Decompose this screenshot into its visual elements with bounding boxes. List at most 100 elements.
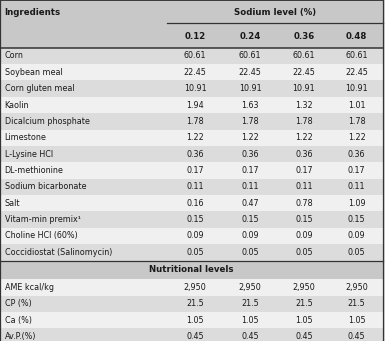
Text: 1.05: 1.05 [295, 316, 313, 325]
Bar [0, 228, 383, 244]
Text: 1.22: 1.22 [295, 133, 313, 142]
Text: 0.24: 0.24 [239, 32, 261, 41]
Text: 21.5: 21.5 [295, 299, 313, 308]
Text: 0.47: 0.47 [241, 199, 259, 208]
Text: 22.45: 22.45 [184, 68, 206, 77]
Text: 1.05: 1.05 [186, 316, 204, 325]
Text: 2,950: 2,950 [184, 283, 206, 292]
Bar [278, 26, 330, 48]
Text: Limestone: Limestone [5, 133, 47, 142]
Text: 0.36: 0.36 [293, 32, 315, 41]
Text: 0.05: 0.05 [295, 248, 313, 257]
Bar [0, 80, 383, 97]
Text: 60.61: 60.61 [239, 51, 261, 60]
Text: 10.91: 10.91 [184, 84, 206, 93]
Text: 0.45: 0.45 [295, 332, 313, 341]
Text: 1.22: 1.22 [186, 133, 204, 142]
Bar [0, 195, 383, 211]
Text: Vitam-min premix¹: Vitam-min premix¹ [5, 215, 80, 224]
Text: 0.05: 0.05 [186, 248, 204, 257]
Text: AME kcal/kg: AME kcal/kg [5, 283, 54, 292]
Text: Soybean meal: Soybean meal [5, 68, 62, 77]
Bar [0, 211, 383, 228]
Text: 0.05: 0.05 [241, 248, 259, 257]
Bar [330, 26, 383, 48]
Text: 21.5: 21.5 [241, 299, 259, 308]
Text: 1.22: 1.22 [241, 133, 259, 142]
Text: 1.78: 1.78 [348, 117, 365, 126]
Text: 60.61: 60.61 [345, 51, 368, 60]
Text: 0.11: 0.11 [241, 182, 259, 191]
Text: 0.12: 0.12 [184, 32, 206, 41]
Text: 10.91: 10.91 [293, 84, 315, 93]
Bar [0, 64, 383, 80]
Text: 2,950: 2,950 [293, 283, 315, 292]
Text: 0.15: 0.15 [295, 215, 313, 224]
Text: Salt: Salt [5, 199, 20, 208]
Text: Corn gluten meal: Corn gluten meal [5, 84, 74, 93]
Bar [0, 312, 383, 328]
Text: 60.61: 60.61 [184, 51, 206, 60]
Bar [0, 146, 383, 162]
Text: 21.5: 21.5 [186, 299, 204, 308]
Text: 0.11: 0.11 [186, 182, 204, 191]
Bar [0, 162, 383, 179]
Text: 0.15: 0.15 [186, 215, 204, 224]
Text: 0.36: 0.36 [295, 150, 313, 159]
Text: Sodium bicarbonate: Sodium bicarbonate [5, 182, 86, 191]
Bar [0, 0, 167, 26]
Text: Kaolin: Kaolin [5, 101, 29, 109]
Bar [0, 296, 383, 312]
Text: 0.16: 0.16 [186, 199, 204, 208]
Text: 0.17: 0.17 [241, 166, 259, 175]
Text: 0.36: 0.36 [348, 150, 365, 159]
Text: Ca (%): Ca (%) [5, 316, 32, 325]
Text: 10.91: 10.91 [345, 84, 368, 93]
Bar [167, 26, 223, 48]
Text: 0.09: 0.09 [186, 232, 204, 240]
Text: 1.78: 1.78 [241, 117, 259, 126]
Text: 2,950: 2,950 [239, 283, 261, 292]
Text: 0.09: 0.09 [295, 232, 313, 240]
Bar [0, 179, 383, 195]
Bar [223, 26, 278, 48]
Text: 1.05: 1.05 [241, 316, 259, 325]
Text: L-Lysine HCl: L-Lysine HCl [5, 150, 53, 159]
Text: 0.45: 0.45 [348, 332, 365, 341]
Text: 1.94: 1.94 [186, 101, 204, 109]
Text: 2,950: 2,950 [345, 283, 368, 292]
Bar [0, 279, 383, 296]
Text: 10.91: 10.91 [239, 84, 261, 93]
Text: 1.63: 1.63 [241, 101, 259, 109]
Text: 0.09: 0.09 [348, 232, 365, 240]
Text: 22.45: 22.45 [239, 68, 261, 77]
Bar [0, 130, 383, 146]
Bar [167, 0, 383, 26]
Text: 1.78: 1.78 [295, 117, 313, 126]
Text: 0.09: 0.09 [241, 232, 259, 240]
Bar [0, 26, 167, 48]
Bar [0, 48, 383, 64]
Text: 1.09: 1.09 [348, 199, 365, 208]
Bar [0, 328, 383, 341]
Text: 0.11: 0.11 [295, 182, 313, 191]
Bar [0, 113, 383, 130]
Text: 0.15: 0.15 [241, 215, 259, 224]
Text: 21.5: 21.5 [348, 299, 366, 308]
Text: 1.05: 1.05 [348, 316, 365, 325]
Text: DL-methionine: DL-methionine [5, 166, 64, 175]
Text: 0.05: 0.05 [348, 248, 365, 257]
Text: Av.P.(%): Av.P.(%) [5, 332, 36, 341]
Text: 0.45: 0.45 [186, 332, 204, 341]
Text: Corn: Corn [5, 51, 23, 60]
Text: Coccidiostat (Salinomycin): Coccidiostat (Salinomycin) [5, 248, 112, 257]
Text: 0.11: 0.11 [348, 182, 365, 191]
Text: Ingredients: Ingredients [5, 8, 61, 17]
Text: CP (%): CP (%) [5, 299, 31, 308]
Text: 1.22: 1.22 [348, 133, 366, 142]
Text: 0.17: 0.17 [348, 166, 365, 175]
Bar [0, 244, 383, 261]
Text: 1.32: 1.32 [295, 101, 313, 109]
Text: 22.45: 22.45 [293, 68, 315, 77]
Bar [0, 97, 383, 113]
